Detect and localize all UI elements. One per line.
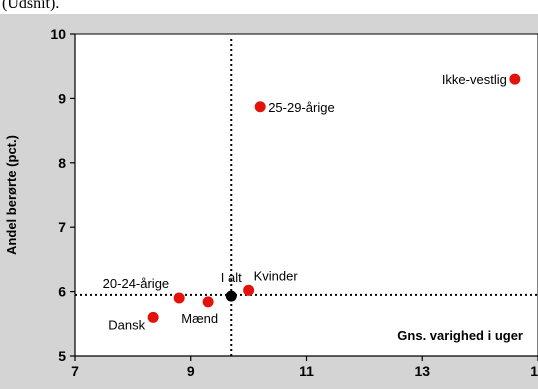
data-point-marker bbox=[509, 73, 521, 85]
data-point-marker bbox=[173, 292, 185, 304]
data-point-marker bbox=[243, 284, 255, 296]
data-point-marker bbox=[225, 290, 237, 302]
y-tick-label: 9 bbox=[58, 90, 66, 106]
x-tick-label: 15 bbox=[530, 363, 538, 379]
top-fragment-text: (Udsnit). bbox=[2, 0, 59, 12]
x-tick-label: 9 bbox=[187, 363, 195, 379]
data-point-label: 20-24-årige bbox=[103, 276, 170, 291]
y-tick-label: 8 bbox=[58, 155, 66, 171]
data-point-marker bbox=[147, 311, 159, 323]
data-point-label: 25-29-årige bbox=[268, 100, 335, 115]
y-tick-label: 7 bbox=[58, 219, 66, 235]
data-point-label: I alt bbox=[221, 270, 242, 285]
y-tick-label: 5 bbox=[58, 348, 66, 364]
x-tick-label: 7 bbox=[71, 363, 79, 379]
data-point-label: Kvinder bbox=[254, 268, 299, 283]
data-points: Ikke-vestlig 25-29-årige 20-24-årige Mænd Da… bbox=[103, 72, 521, 332]
top-strip bbox=[0, 0, 538, 14]
data-point-label: Ikke-vestlig bbox=[442, 72, 507, 87]
data-point-marker bbox=[202, 296, 214, 308]
tick-group: 5 6 7 8 9 10 7 9 11 13 15 bbox=[50, 26, 538, 379]
plot-area bbox=[74, 33, 538, 357]
data-point-marker bbox=[254, 101, 266, 113]
y-axis-title: Andel berørte (pct.) bbox=[4, 135, 19, 255]
x-tick-label: 11 bbox=[299, 363, 314, 379]
data-point-label: Dansk bbox=[108, 317, 145, 332]
y-tick-label: 6 bbox=[58, 284, 66, 300]
x-axis-title: Gns. varighed i uger bbox=[397, 328, 523, 343]
x-tick-label: 13 bbox=[414, 363, 430, 379]
data-point-label: Mænd bbox=[181, 311, 218, 326]
reference-lines bbox=[75, 39, 538, 356]
y-tick-label: 10 bbox=[50, 26, 66, 42]
